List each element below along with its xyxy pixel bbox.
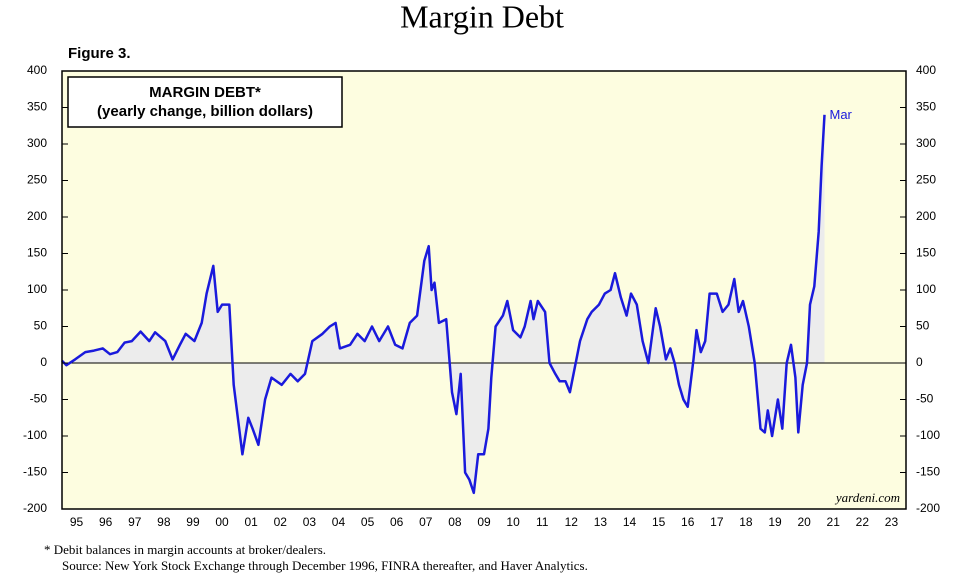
x-tick-label: 01	[244, 515, 258, 529]
x-tick-label: 15	[652, 515, 666, 529]
y2-tick-label: 50	[916, 319, 930, 333]
y2-tick-label: -200	[916, 501, 940, 515]
x-tick-label: 98	[157, 515, 171, 529]
x-tick-label: 05	[361, 515, 375, 529]
y-tick-label: -50	[30, 392, 48, 406]
y2-tick-label: -150	[916, 465, 940, 479]
box-subtitle: (yearly change, billion dollars)	[97, 103, 313, 120]
x-tick-label: 17	[710, 515, 724, 529]
x-tick-label: 11	[536, 515, 549, 529]
x-tick-label: 14	[623, 515, 637, 529]
x-tick-label: 08	[448, 515, 462, 529]
x-tick-label: 18	[739, 515, 753, 529]
y-tick-label: 50	[34, 319, 48, 333]
y-tick-label: 400	[27, 63, 47, 77]
x-tick-label: 95	[70, 515, 84, 529]
x-tick-label: 23	[885, 515, 899, 529]
y-tick-label: -200	[23, 501, 47, 515]
chart-title: Margin Debt	[400, 0, 564, 34]
y-tick-label: 300	[27, 136, 47, 150]
y-tick-label: -100	[23, 428, 47, 442]
y-tick-label: -150	[23, 465, 47, 479]
y2-tick-label: -100	[916, 428, 940, 442]
footnote: * Debit balances in margin accounts at b…	[44, 542, 326, 557]
y2-tick-label: 200	[916, 209, 936, 223]
x-tick-label: 21	[827, 515, 841, 529]
y2-tick-label: 250	[916, 173, 936, 187]
x-tick-label: 04	[332, 515, 346, 529]
source-note: Source: New York Stock Exchange through …	[62, 558, 588, 573]
x-tick-label: 96	[99, 515, 113, 529]
y-tick-label: 200	[27, 209, 47, 223]
y2-tick-label: 300	[916, 136, 936, 150]
box-title: MARGIN DEBT*	[149, 84, 261, 101]
x-tick-label: 20	[797, 515, 811, 529]
y2-tick-label: 100	[916, 282, 936, 296]
x-tick-label: 07	[419, 515, 433, 529]
source-credit: yardeni.com	[834, 490, 900, 505]
x-tick-label: 12	[565, 515, 579, 529]
x-tick-label: 97	[128, 515, 142, 529]
legend-box	[67, 76, 343, 128]
figure-label: Figure 3.	[68, 45, 131, 62]
x-tick-label: 10	[506, 515, 520, 529]
y2-tick-label: 150	[916, 246, 936, 260]
x-tick-label: 19	[768, 515, 782, 529]
area	[62, 114, 825, 493]
y-tick-label: 350	[27, 100, 47, 114]
end-label: Mar	[830, 107, 853, 122]
x-tick-label: 99	[186, 515, 200, 529]
x-tick-label: 06	[390, 515, 404, 529]
x-tick-label: 22	[856, 515, 870, 529]
x-tick-label: 16	[681, 515, 695, 529]
y-tick-label: 0	[40, 355, 47, 369]
y-tick-label: 250	[27, 173, 47, 187]
line	[61, 114, 826, 495]
x-tick-label: 09	[477, 515, 491, 529]
x-tick-label: 13	[594, 515, 608, 529]
y2-tick-label: 400	[916, 63, 936, 77]
y2-tick-label: -50	[916, 392, 934, 406]
plot-layer	[61, 114, 906, 495]
y-tick-label: 100	[27, 282, 47, 296]
x-tick-label: 02	[274, 515, 288, 529]
y-tick-label: 150	[27, 246, 47, 260]
x-tick-label: 00	[215, 515, 229, 529]
y2-tick-label: 0	[916, 355, 923, 369]
x-tick-label: 03	[303, 515, 317, 529]
y2-tick-label: 350	[916, 100, 936, 114]
